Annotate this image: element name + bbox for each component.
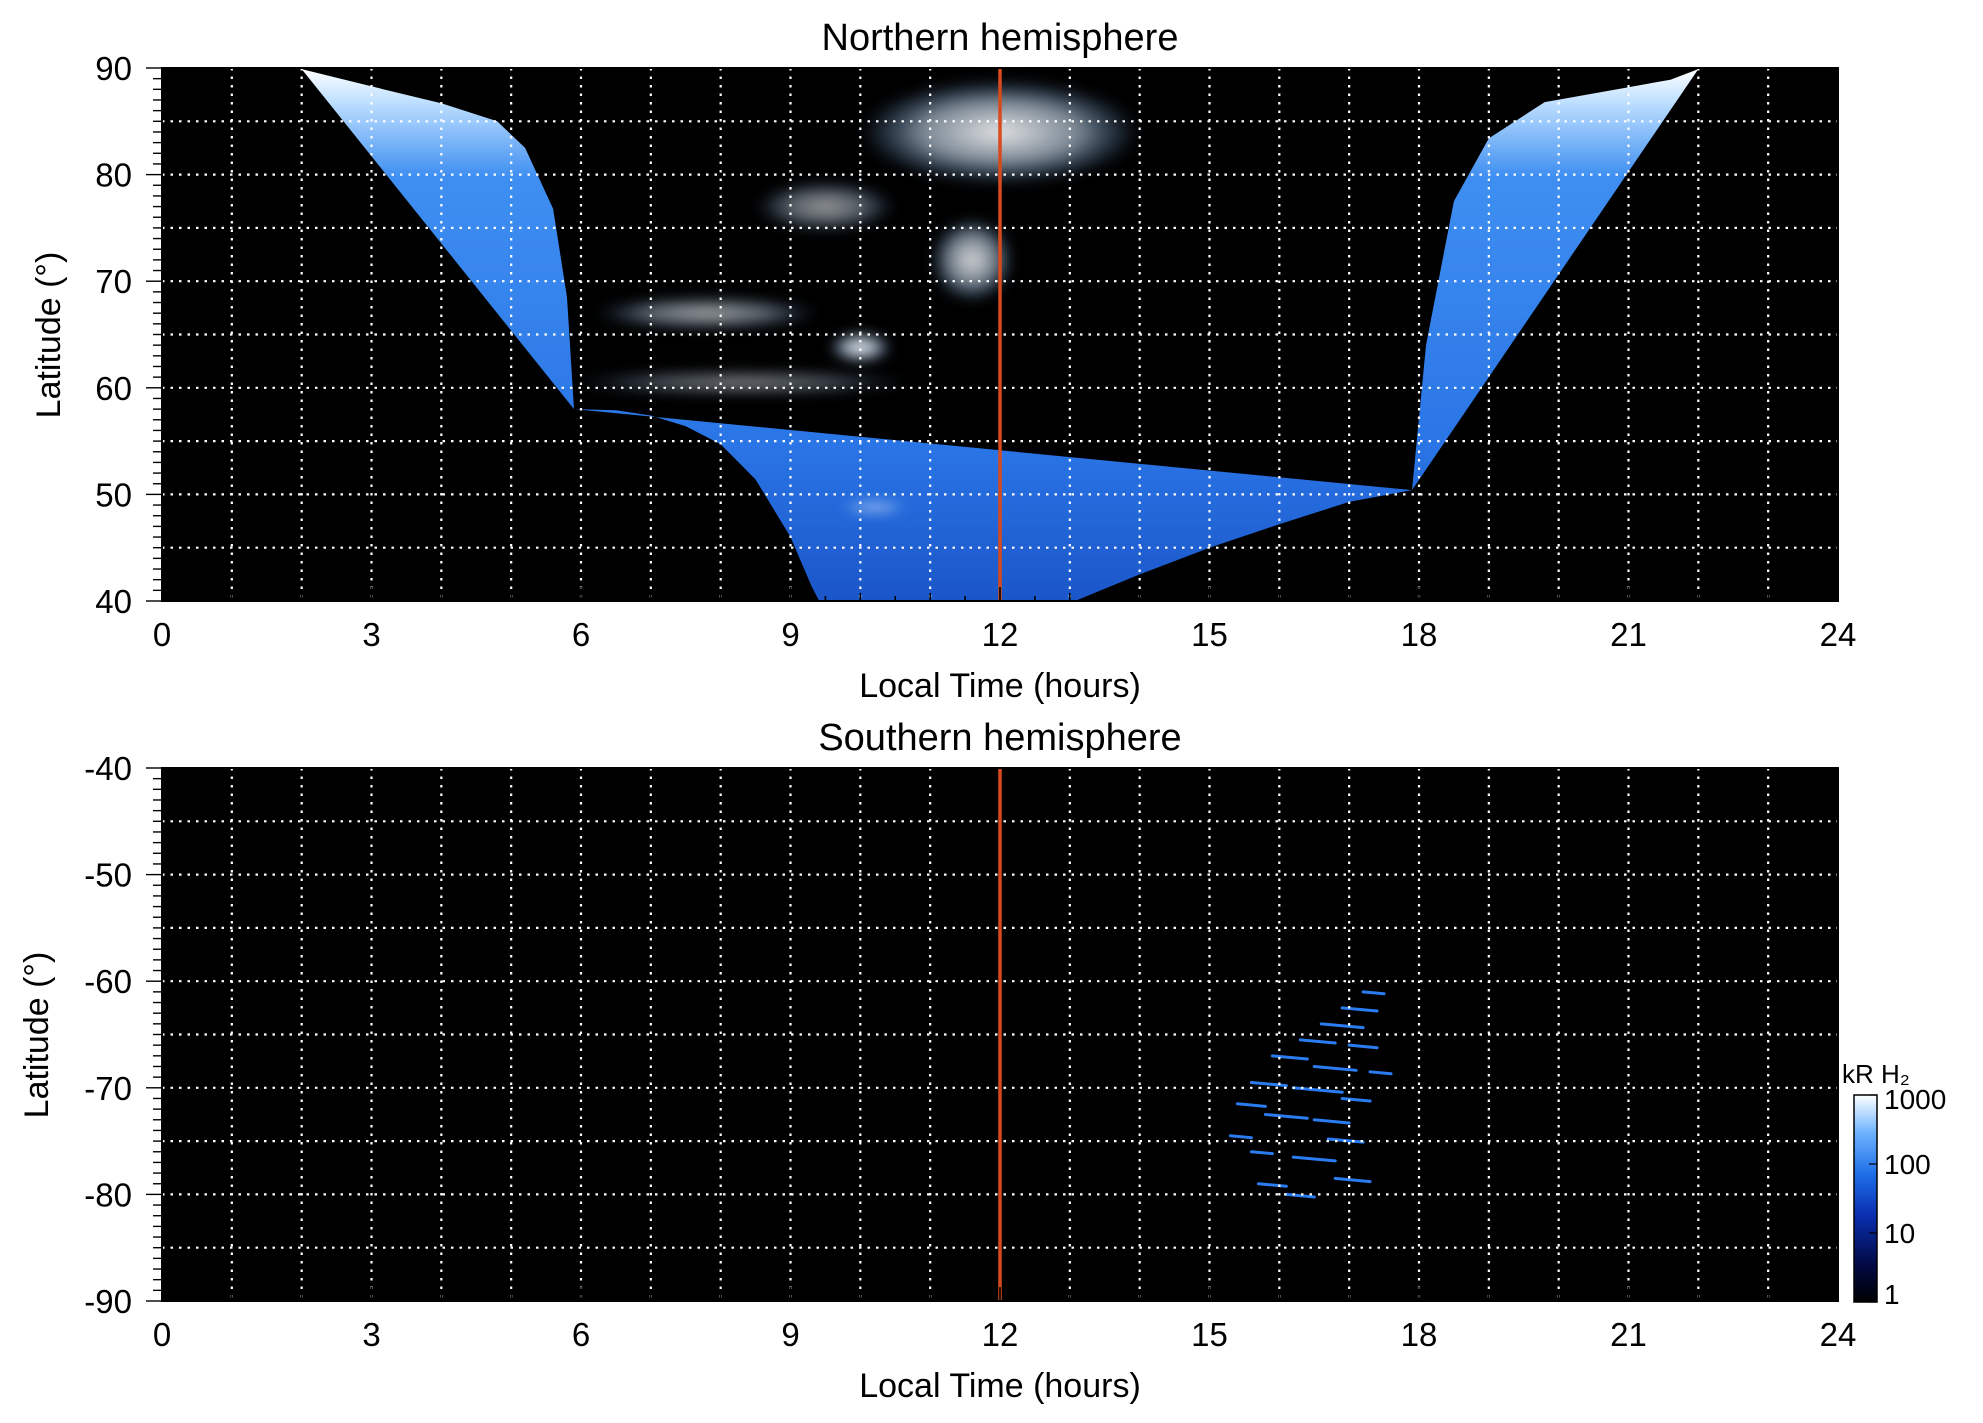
colorbar-tick-label: 1000 bbox=[1884, 1084, 1946, 1115]
x-tick-label: 15 bbox=[1191, 616, 1228, 653]
axis-ticks bbox=[146, 67, 1839, 602]
y-tick-label: 70 bbox=[95, 263, 132, 300]
x-tick-label: 0 bbox=[153, 616, 171, 653]
x-tick-label: 12 bbox=[982, 616, 1019, 653]
x-axis-label: Local Time (hours) bbox=[859, 1367, 1141, 1405]
y-tick-label: -90 bbox=[84, 1283, 132, 1320]
y-tick-label: 40 bbox=[95, 583, 132, 620]
bright-emission-feature bbox=[930, 217, 1014, 303]
y-tick-label: 80 bbox=[95, 157, 132, 194]
emission-streak bbox=[1312, 1064, 1358, 1072]
y-tick-labels: -40 -50 -60 -70 -80 -90 bbox=[84, 750, 132, 1320]
y-tick-label: 90 bbox=[95, 50, 132, 87]
emission-streak bbox=[1333, 1176, 1372, 1184]
x-tick-label: 3 bbox=[362, 616, 380, 653]
emission-streak bbox=[1235, 1102, 1267, 1108]
colorbar-title: kR H₂ bbox=[1842, 1059, 1910, 1089]
southern-hemisphere-panel: Southern hemisphere 0 3 6 9 12 15 18 21 24 -40 -5… bbox=[18, 717, 1856, 1405]
emission-streak bbox=[1361, 990, 1386, 996]
panel-title: Southern hemisphere bbox=[818, 717, 1181, 759]
colorbar-tick-label: 10 bbox=[1884, 1218, 1915, 1249]
x-tick-label: 12 bbox=[982, 1316, 1019, 1353]
emission-streak bbox=[1340, 1006, 1379, 1013]
x-axis-label: Local Time (hours) bbox=[859, 667, 1141, 705]
emission-streak bbox=[1228, 1134, 1253, 1140]
y-tick-label: -50 bbox=[84, 857, 132, 894]
y-axis-label: Latitude (°) bbox=[30, 252, 68, 419]
bright-emission-feature bbox=[828, 331, 892, 364]
bright-emission-feature bbox=[755, 180, 896, 233]
x-tick-label: 21 bbox=[1610, 616, 1647, 653]
bright-emission-feature bbox=[574, 369, 910, 396]
emission-streak bbox=[1340, 1096, 1372, 1103]
axis-ticks bbox=[146, 767, 1839, 1302]
y-axis-label: Latitude (°) bbox=[18, 952, 56, 1119]
colorbar-tick-label: 1 bbox=[1884, 1279, 1900, 1310]
x-tick-label: 18 bbox=[1401, 1316, 1438, 1353]
bright-emission-feature bbox=[594, 296, 819, 331]
x-tick-label: 18 bbox=[1401, 616, 1438, 653]
x-tick-label: 3 bbox=[362, 1316, 380, 1353]
y-tick-label: -60 bbox=[84, 963, 132, 1000]
y-tick-label: -70 bbox=[84, 1070, 132, 1107]
emission-streak bbox=[1347, 1043, 1379, 1050]
emission-streak bbox=[1312, 1118, 1351, 1125]
emission-streak bbox=[1291, 1155, 1337, 1163]
emission-streak bbox=[1263, 1112, 1309, 1120]
bright-emission-feature bbox=[839, 500, 910, 514]
emission-streak bbox=[1284, 1192, 1316, 1199]
northern-hemisphere-panel: Northern hemisphere 0 3 6 9 12 15 18 21 24 40 50 6… bbox=[30, 17, 1856, 705]
emission-streak bbox=[1256, 1182, 1288, 1188]
x-tick-labels: 0 3 6 9 12 15 18 21 24 bbox=[153, 616, 1857, 653]
emission-streak bbox=[1249, 1080, 1288, 1088]
colorbar-tick-label: 100 bbox=[1884, 1149, 1931, 1180]
emission-streak bbox=[1270, 1054, 1309, 1061]
x-tick-label: 15 bbox=[1191, 1316, 1228, 1353]
gridlines bbox=[162, 68, 1838, 601]
x-tick-label: 0 bbox=[153, 1316, 171, 1353]
emission-streak bbox=[1368, 1070, 1393, 1076]
y-tick-label: 60 bbox=[95, 370, 132, 407]
panel-title: Northern hemisphere bbox=[822, 17, 1179, 59]
x-tick-label: 24 bbox=[1820, 1316, 1857, 1353]
x-tick-label: 6 bbox=[572, 1316, 590, 1353]
x-tick-label: 6 bbox=[572, 616, 590, 653]
emission-streak bbox=[1298, 1038, 1337, 1045]
colorbar: kR H₂ 1000 100 10 1 bbox=[1842, 1059, 1946, 1310]
x-tick-labels: 0 3 6 9 12 15 18 21 24 bbox=[153, 1316, 1857, 1353]
y-tick-label: 50 bbox=[95, 476, 132, 513]
emission-streak bbox=[1319, 1022, 1365, 1030]
y-tick-labels: 40 50 60 70 80 90 bbox=[95, 50, 132, 620]
y-tick-label: -40 bbox=[84, 750, 132, 787]
y-tick-label: -80 bbox=[84, 1176, 132, 1213]
x-tick-label: 9 bbox=[781, 1316, 799, 1353]
emission-streak bbox=[1249, 1150, 1274, 1156]
x-tick-label: 9 bbox=[781, 616, 799, 653]
colorbar-ticks: 1000 100 10 1 bbox=[1869, 1084, 1946, 1310]
x-tick-label: 21 bbox=[1610, 1316, 1647, 1353]
colorbar-gradient bbox=[1853, 1094, 1878, 1303]
gridlines bbox=[162, 768, 1838, 1301]
x-tick-label: 24 bbox=[1820, 616, 1857, 653]
